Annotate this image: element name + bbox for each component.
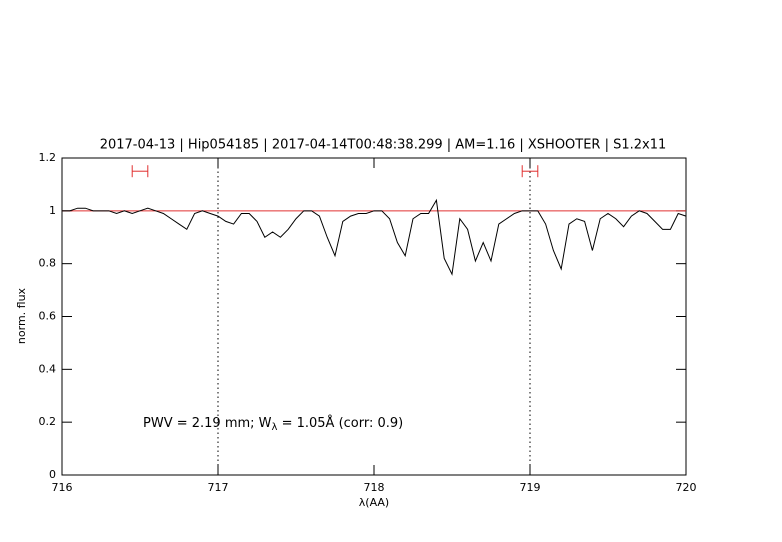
y-tick-label: 0 xyxy=(49,468,56,481)
x-tick-label: 720 xyxy=(676,481,697,494)
x-tick-label: 719 xyxy=(520,481,541,494)
annotation-text: PWV = 2.19 mm; W xyxy=(143,416,272,431)
y-tick-label: 0.4 xyxy=(39,362,57,375)
annotation-subscript: λ xyxy=(272,422,278,433)
y-tick-label: 1.2 xyxy=(39,151,57,164)
x-tick-label: 717 xyxy=(208,481,229,494)
spectrum-line xyxy=(62,198,687,276)
annotation: PWV = 2.19 mm; Wλ = 1.05Å (corr: 0.9) xyxy=(143,415,403,434)
y-axis-label: norm. flux xyxy=(15,287,28,344)
x-tick-label: 718 xyxy=(364,481,385,494)
x-tick-label: 716 xyxy=(52,481,73,494)
x-axis-label: λ(AA) xyxy=(359,496,389,509)
y-tick-label: 0.2 xyxy=(39,415,57,428)
y-tick-label: 0.6 xyxy=(39,310,57,323)
y-tick-label: 1 xyxy=(49,204,56,217)
chart-title: 2017-04-13 | Hip054185 | 2017-04-14T00:4… xyxy=(100,138,667,153)
annotation-text: = 1.05Å (corr: 0.9) xyxy=(277,415,403,431)
y-tick-label: 0.8 xyxy=(39,257,57,270)
